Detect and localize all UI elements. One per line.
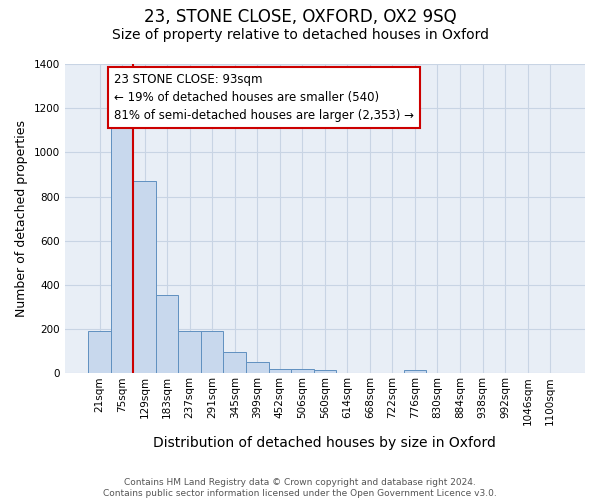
Bar [133,181,156,374]
X-axis label: Distribution of detached houses by size in Oxford: Distribution of detached houses by size … [154,436,496,450]
Bar [314,370,336,374]
Text: 23 STONE CLOSE: 93sqm
← 19% of detached houses are smaller (540)
81% of semi-det: 23 STONE CLOSE: 93sqm ← 19% of detached … [114,73,414,122]
Bar [156,295,178,374]
Text: 23, STONE CLOSE, OXFORD, OX2 9SQ: 23, STONE CLOSE, OXFORD, OX2 9SQ [143,8,457,26]
Y-axis label: Number of detached properties: Number of detached properties [15,120,28,317]
Bar [88,332,111,374]
Bar [178,332,201,374]
Bar [201,332,223,374]
Bar [223,352,246,374]
Bar [404,370,426,374]
Bar [291,369,314,374]
Bar [111,126,133,374]
Text: Size of property relative to detached houses in Oxford: Size of property relative to detached ho… [112,28,488,42]
Text: Contains HM Land Registry data © Crown copyright and database right 2024.
Contai: Contains HM Land Registry data © Crown c… [103,478,497,498]
Bar [269,369,291,374]
Bar [246,362,269,374]
